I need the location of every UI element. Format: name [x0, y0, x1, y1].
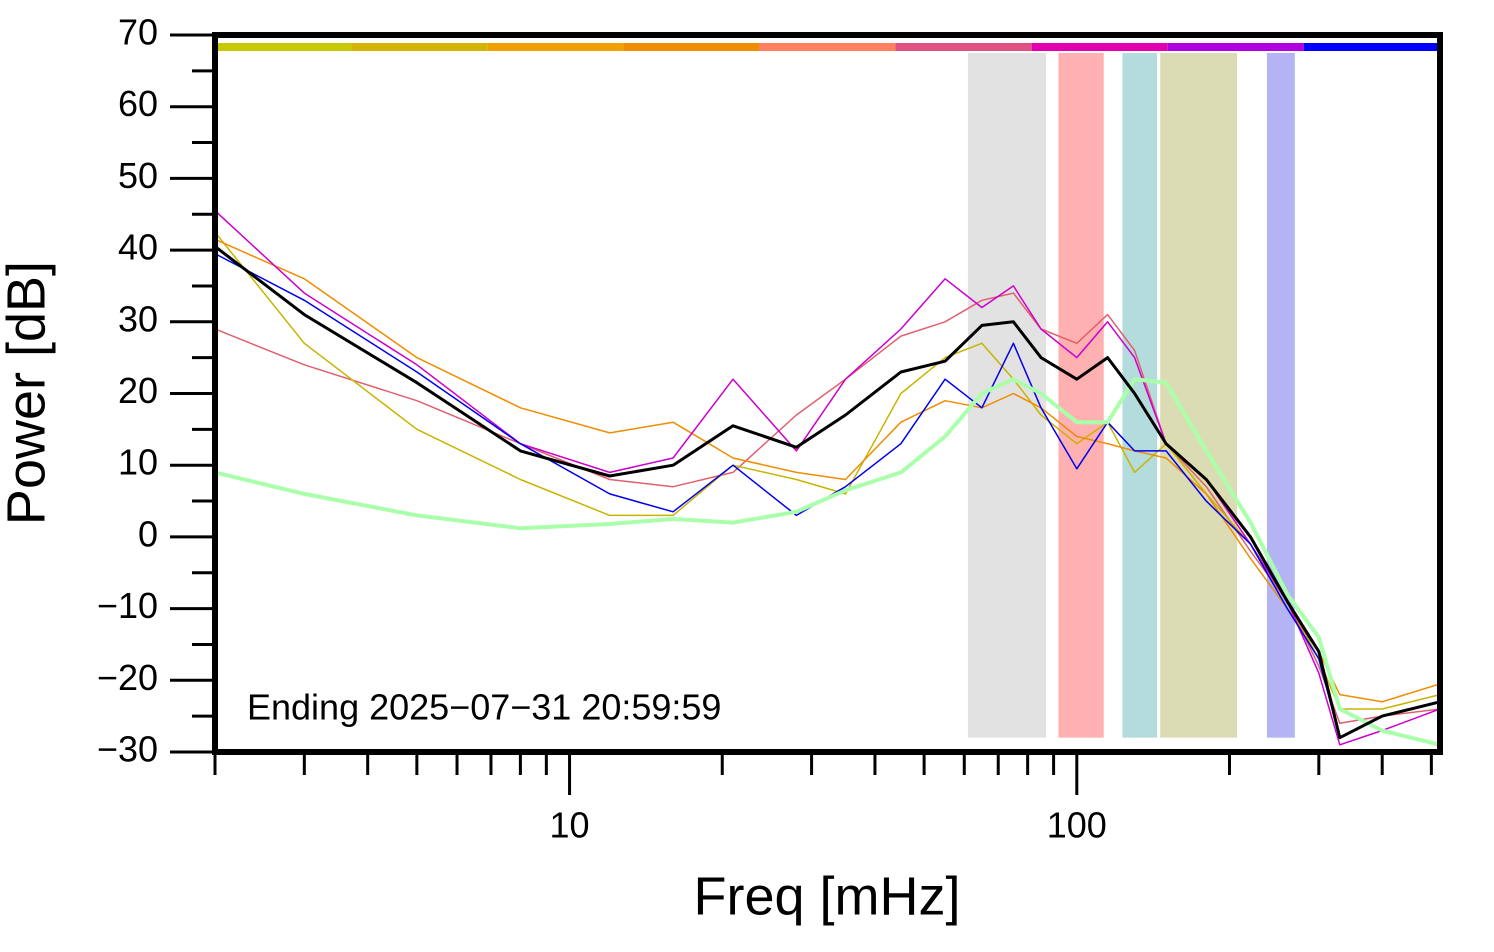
- series-line: [215, 210, 1440, 746]
- color-bar-segment: [895, 43, 1032, 51]
- x-tick-label: 100: [1047, 805, 1107, 846]
- color-bar-segment: [351, 43, 488, 51]
- color-bar-segment: [1167, 43, 1304, 51]
- color-bar-segment: [487, 43, 624, 51]
- y-tick-label: 60: [118, 83, 158, 124]
- y-tick-label: 40: [118, 227, 158, 268]
- band: [1058, 52, 1104, 738]
- series-line: [215, 245, 1440, 740]
- y-axis-title: Power [dB]: [0, 261, 56, 525]
- y-tick-label: 10: [118, 442, 158, 483]
- y-tick-label: 70: [118, 12, 158, 53]
- y-tick-label: 20: [118, 370, 158, 411]
- color-bar-segment: [759, 43, 896, 51]
- color-bar-segment: [1303, 43, 1440, 51]
- x-axis-title: Freq [mHz]: [693, 866, 960, 926]
- x-tick-label: 10: [550, 805, 590, 846]
- band: [1266, 52, 1295, 738]
- series-line: [215, 292, 1440, 725]
- series-line: [215, 377, 1440, 747]
- plot-frame: [212, 32, 1443, 755]
- y-tick-label: −10: [97, 585, 158, 626]
- color-bar-segment: [1031, 43, 1168, 51]
- band: [1122, 52, 1158, 738]
- annotation: Ending 2025−07−31 20:59:59: [247, 687, 721, 728]
- color-bar-segment: [623, 43, 760, 51]
- y-tick-label: −20: [97, 657, 158, 698]
- y-tick-label: 30: [118, 298, 158, 339]
- y-tick-label: −30: [97, 729, 158, 770]
- series-line: [215, 238, 1440, 703]
- series-line: [215, 253, 1440, 739]
- color-bar-segment: [215, 43, 352, 51]
- y-tick-label: 0: [138, 513, 158, 554]
- series-line: [215, 231, 1440, 710]
- y-tick-label: 50: [118, 155, 158, 196]
